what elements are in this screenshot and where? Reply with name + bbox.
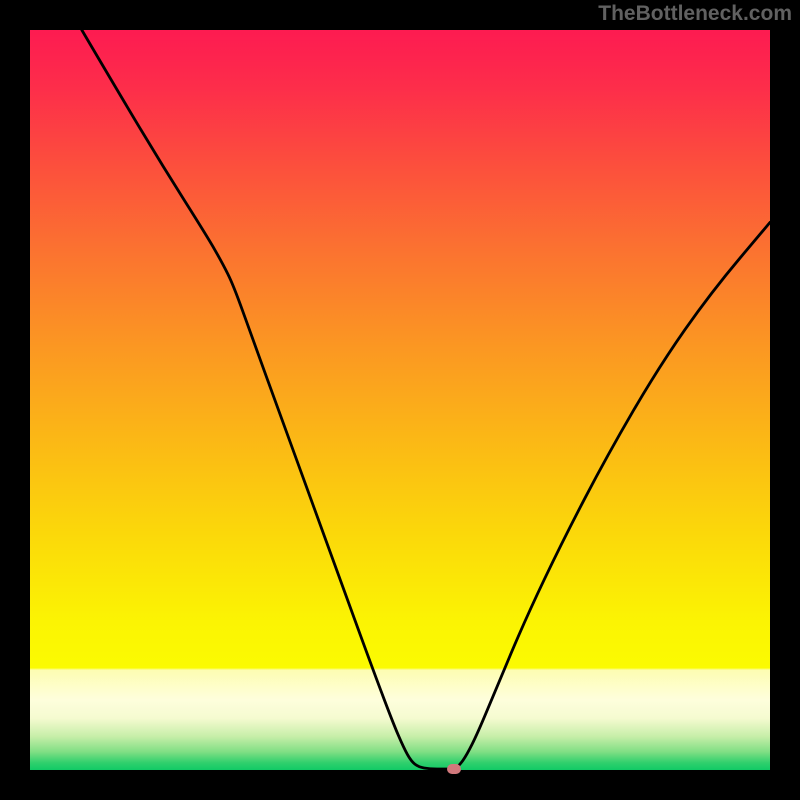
bottleneck-chart bbox=[0, 0, 800, 800]
chart-stage: TheBottleneck.com bbox=[0, 0, 800, 800]
